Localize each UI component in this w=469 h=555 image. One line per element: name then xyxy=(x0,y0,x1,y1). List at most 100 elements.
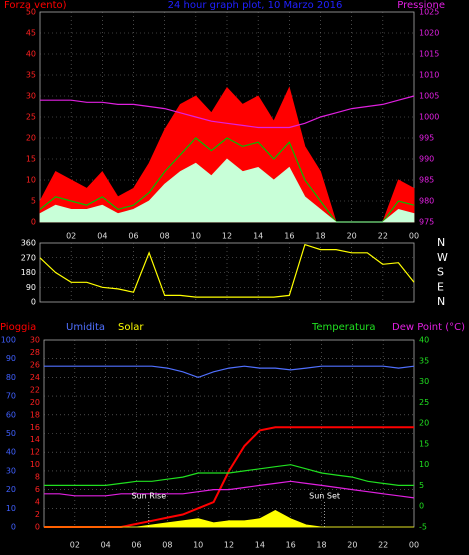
y-tick-label: 15 xyxy=(26,155,36,164)
x-tick-label: 02 xyxy=(70,541,80,550)
legend-label: Umidita xyxy=(66,322,105,333)
legend-label: Pioggia xyxy=(0,322,36,333)
x-tick-label: 00 xyxy=(409,541,419,550)
y-tick-label: 30 xyxy=(6,466,16,475)
y3-tick-label: 4 xyxy=(35,498,40,507)
y3-tick-label: 8 xyxy=(35,473,40,482)
series-line xyxy=(44,464,414,486)
series-line xyxy=(44,480,415,499)
x-tick-label: 18 xyxy=(316,541,326,550)
y-tick-label: 45 xyxy=(26,29,36,38)
x-tick-label: 12 xyxy=(222,232,232,241)
y2-tick-label: S xyxy=(437,266,444,279)
x-tick-label: 20 xyxy=(347,232,357,241)
y3-tick-label: 22 xyxy=(30,385,40,394)
legend-label: Forza vento) xyxy=(4,0,67,11)
y2-tick-label: 990 xyxy=(419,155,434,164)
y-tick-label: 30 xyxy=(26,92,36,101)
x-tick-label: 16 xyxy=(286,541,296,550)
y3-tick-label: 0 xyxy=(35,523,40,532)
y-tick-label: 50 xyxy=(26,8,36,17)
y2-tick-label: 15 xyxy=(419,439,429,448)
y2-tick-label: 1020 xyxy=(419,29,439,38)
y-tick-label: 0 xyxy=(31,298,36,307)
y2-tick-label: 5 xyxy=(419,481,424,490)
y2-tick-label: -5 xyxy=(419,523,427,532)
x-tick-label: 06 xyxy=(128,232,138,241)
y-tick-label: 5 xyxy=(31,197,36,206)
y2-tick-label: 35 xyxy=(419,356,429,365)
y3-tick-label: 14 xyxy=(30,435,40,444)
annotation-label: Sun Rise xyxy=(132,492,167,501)
y2-tick-label: N xyxy=(437,295,445,308)
y2-tick-label: 40 xyxy=(419,336,429,345)
chart-title: 24 hour graph plot, 10 Marzo 2016 xyxy=(168,0,343,11)
y3-tick-label: 16 xyxy=(30,423,40,432)
y2-tick-label: 980 xyxy=(419,197,434,206)
y-tick-label: 50 xyxy=(6,429,16,438)
y-tick-label: 20 xyxy=(26,134,36,143)
x-tick-label: 10 xyxy=(191,232,201,241)
x-tick-label: 04 xyxy=(101,541,111,550)
x-tick-label: 18 xyxy=(315,232,325,241)
series-line xyxy=(44,365,415,379)
x-tick-label: 08 xyxy=(160,232,170,241)
series-area xyxy=(39,86,415,223)
y-tick-label: 10 xyxy=(6,504,16,513)
y3-tick-label: 28 xyxy=(30,348,40,357)
y2-tick-label: 1025 xyxy=(419,8,439,17)
x-tick-label: 06 xyxy=(131,541,141,550)
y2-tick-label: W xyxy=(437,251,448,264)
y-tick-label: 270 xyxy=(21,253,36,262)
y-tick-label: 180 xyxy=(21,268,36,277)
y-tick-label: 70 xyxy=(6,392,16,401)
y-tick-label: 100 xyxy=(1,336,16,345)
y3-tick-label: 2 xyxy=(35,510,40,519)
y2-tick-label: 30 xyxy=(419,377,429,386)
y-tick-label: 360 xyxy=(21,239,36,248)
y-tick-label: 20 xyxy=(6,485,16,494)
x-tick-label: 20 xyxy=(347,541,357,550)
y3-tick-label: 12 xyxy=(30,448,40,457)
x-tick-label: 04 xyxy=(97,232,107,241)
y3-tick-label: 10 xyxy=(30,460,40,469)
x-tick-label: 08 xyxy=(162,541,172,550)
series-area xyxy=(44,509,414,528)
x-tick-label: 14 xyxy=(255,541,265,550)
y2-tick-label: 20 xyxy=(419,419,429,428)
y2-tick-label: 1000 xyxy=(419,113,439,122)
x-tick-label: 02 xyxy=(66,232,76,241)
y3-tick-label: 24 xyxy=(30,373,40,382)
series-line xyxy=(40,95,415,129)
y2-tick-label: 10 xyxy=(419,460,429,469)
y2-tick-label: 25 xyxy=(419,398,429,407)
legend-label: Solar xyxy=(118,322,144,333)
y2-tick-label: 985 xyxy=(419,176,434,185)
series-area xyxy=(39,158,415,223)
x-tick-label: 00 xyxy=(409,232,419,241)
x-tick-label: 14 xyxy=(253,232,263,241)
y-tick-label: 0 xyxy=(31,218,36,227)
y2-tick-label: E xyxy=(437,280,444,293)
x-tick-label: 16 xyxy=(284,232,294,241)
y2-tick-label: 995 xyxy=(419,134,434,143)
y3-tick-label: 20 xyxy=(30,398,40,407)
y2-tick-label: 1010 xyxy=(419,71,439,80)
series-line xyxy=(39,243,415,298)
x-tick-label: 12 xyxy=(224,541,234,550)
y3-tick-label: 30 xyxy=(30,336,40,345)
x-tick-label: 22 xyxy=(378,232,388,241)
x-tick-label: 22 xyxy=(378,541,388,550)
y-tick-label: 40 xyxy=(6,448,16,457)
legend-label: Pressione xyxy=(397,0,445,11)
y-tick-label: 10 xyxy=(26,176,36,185)
y2-tick-label: 1005 xyxy=(419,92,439,101)
y-tick-label: 80 xyxy=(6,373,16,382)
y-tick-label: 90 xyxy=(6,354,16,363)
y2-tick-label: 0 xyxy=(419,502,424,511)
y3-tick-label: 18 xyxy=(30,410,40,419)
annotation-label: Sun Set xyxy=(309,492,340,501)
y-tick-label: 60 xyxy=(6,410,16,419)
y-tick-label: 40 xyxy=(26,50,36,59)
